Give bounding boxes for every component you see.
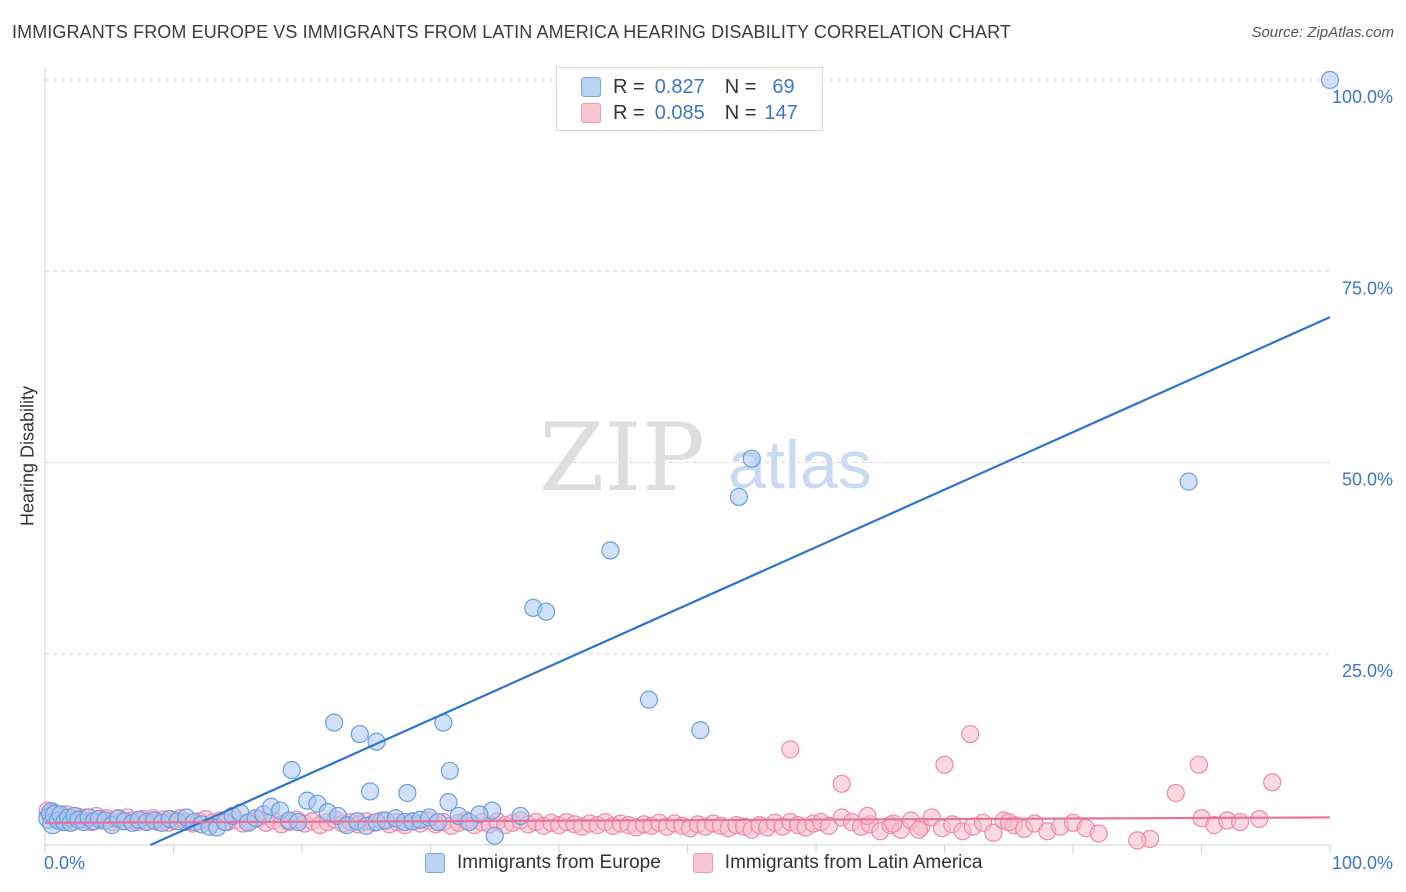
europe-point [639, 690, 659, 709]
latin-america-point [999, 812, 1018, 832]
europe-r-value: 0.827 [654, 75, 705, 98]
y-tick-label: 50.0% [1342, 470, 1393, 490]
y-tick-label: 100.0% [1332, 87, 1393, 107]
latin-america-point [909, 820, 928, 839]
latin-r-value: 0.085 [654, 101, 705, 124]
latin-r-label: R = [613, 101, 645, 124]
europe-point [742, 449, 761, 468]
latin-n-value: 147 [764, 101, 798, 124]
europe-point [1320, 70, 1340, 90]
europe-legend-swatch [425, 853, 445, 873]
latin-america-point [1189, 755, 1209, 774]
europe-trend-line [149, 316, 1331, 847]
europe-point [485, 826, 504, 845]
latin-america-point [984, 823, 1003, 842]
latin-america-point [1166, 783, 1185, 803]
europe-n-label: N = [724, 75, 757, 98]
latin-legend-swatch [692, 853, 713, 873]
latin-america-point [1263, 773, 1282, 792]
y-tick-label: 75.0% [1342, 278, 1393, 298]
latin-america-trend-line [44, 816, 1331, 824]
latin-america-point [781, 740, 800, 759]
europe-point [398, 783, 417, 803]
latin-swatch [581, 103, 601, 123]
europe-point [691, 721, 710, 740]
x-tick-label: 100.0% [1332, 853, 1393, 873]
y-axis-label: Hearing Disability [17, 385, 38, 527]
latin-america-point [1089, 824, 1108, 843]
latin-america-point [1250, 809, 1269, 829]
legend-row-europe: R = 0.827 N = 69 [581, 75, 795, 99]
europe-point [361, 782, 380, 801]
europe-point [282, 760, 301, 780]
latin-america-point [935, 755, 954, 774]
europe-point [1179, 472, 1198, 491]
correlation-legend: R = 0.827 N = 69 R = 0.085 N = 147 [556, 67, 823, 131]
europe-point [537, 602, 556, 621]
latin-america-point [961, 724, 980, 744]
chart-title: IMMIGRANTS FROM EUROPE VS IMMIGRANTS FRO… [12, 22, 1011, 42]
latin-america-point [819, 816, 838, 835]
latin-america-point [1128, 831, 1147, 850]
europe-point [440, 761, 459, 780]
watermark-zip: ZIP [539, 404, 705, 513]
axes [44, 68, 1331, 853]
europe-point [470, 805, 489, 824]
latin-america-point [832, 774, 851, 793]
europe-n-value: 69 [772, 75, 795, 98]
latin-legend-label: Immigrants from Latin America [724, 852, 983, 873]
europe-point [325, 713, 344, 732]
europe-point [601, 541, 620, 560]
europe-point [439, 793, 458, 812]
europe-point [350, 724, 369, 744]
europe-swatch [581, 77, 601, 97]
y-tick-label: 25.0% [1342, 661, 1393, 681]
europe-legend-label: Immigrants from Europe [457, 852, 661, 873]
tick-labels: 25.0% 50.0% 75.0% 100.0% 0.0% 100.0% [44, 87, 1393, 873]
europe-points [38, 70, 1340, 845]
latin-america-point [883, 814, 903, 833]
trend-lines [44, 316, 1331, 847]
legend-row-latin: R = 0.085 N = 147 [581, 101, 798, 125]
series-legend: Immigrants from Europe Immigrants from L… [425, 852, 982, 874]
europe-point [729, 487, 749, 507]
europe-r-label: R = [613, 75, 645, 98]
latin-america-point [1230, 812, 1250, 832]
watermark: ZIP atlas [539, 404, 872, 513]
latin-n-label: N = [724, 101, 757, 124]
source-credit: Source: ZipAtlas.com [1251, 24, 1394, 41]
x-tick-label: 0.0% [44, 853, 85, 873]
grid-lines [45, 79, 1330, 655]
latin-america-point [858, 806, 877, 826]
